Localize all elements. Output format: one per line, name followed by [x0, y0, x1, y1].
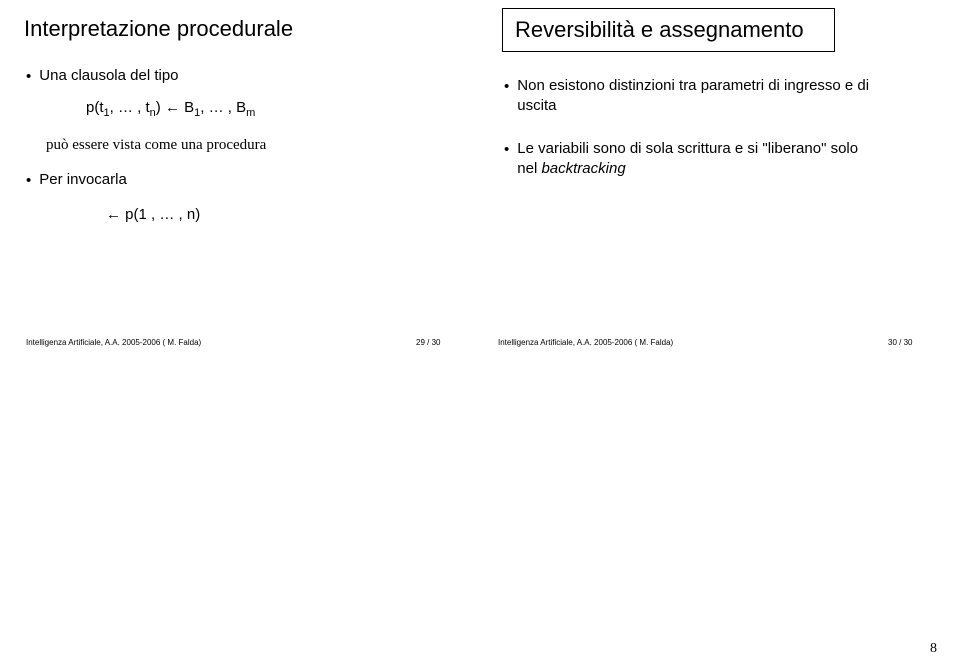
left-footer: Intelligenza Artificiale, A.A. 2005-2006… [26, 338, 201, 347]
bullet-dot-icon: • [504, 140, 509, 160]
slides-row: Interpretazione procedurale • Una clauso… [0, 0, 959, 223]
left-formula-2: ← p(1 , … , n) [26, 206, 472, 223]
left-subtext: può essere vista come una procedura [26, 137, 472, 154]
left-slide-page: 29 / 30 [416, 338, 440, 347]
formula-sub: m [246, 107, 255, 119]
right-slide-title: Reversibilità e assegnamento [502, 8, 835, 52]
left-bullet-2: • Per invocarla [26, 170, 472, 191]
left-arrow-icon: ← [165, 99, 180, 116]
right-slide-page: 30 / 30 [888, 338, 912, 347]
page-number: 8 [930, 641, 937, 657]
right-bullet-1-text: Non esistono distinzioni tra parametri d… [517, 76, 880, 117]
left-slide-title: Interpretazione procedurale [22, 8, 472, 66]
left-bullet-1-text: Una clausola del tipo [39, 66, 178, 86]
right-slide-body: • Non esistono distinzioni tra parametri… [500, 76, 880, 179]
right-bullet-1: • Non esistono distinzioni tra parametri… [504, 76, 880, 117]
right-bullet-2-text: Le variabili sono di sola scrittura e si… [517, 139, 880, 180]
bullet-dot-icon: • [504, 77, 509, 97]
formula-part: , … , B [200, 99, 246, 116]
left-bullet-2-text: Per invocarla [39, 170, 127, 190]
left-slide: Interpretazione procedurale • Una clauso… [22, 8, 472, 223]
left-formula-1: p(t1, … , tn) ← B1, … , Bm [26, 99, 472, 119]
formula-part: B [180, 99, 194, 116]
right-bullet-2: • Le variabili sono di sola scrittura e … [504, 139, 880, 180]
left-bullet-1: • Una clausola del tipo [26, 66, 472, 87]
right-footer: Intelligenza Artificiale, A.A. 2005-2006… [498, 338, 673, 347]
left-slide-body: • Una clausola del tipo p(t1, … , tn) ← … [22, 66, 472, 223]
page-container: Interpretazione procedurale • Una clauso… [0, 0, 959, 667]
bullet-dot-icon: • [26, 67, 31, 87]
bullet-dot-icon: • [26, 171, 31, 191]
formula-part: , … , t [110, 99, 150, 116]
formula-part: p(t [86, 99, 104, 116]
formula-part: ) [156, 99, 165, 116]
right-slide: Reversibilità e assegnamento • Non esist… [472, 8, 922, 223]
right-bullet-2b: backtracking [541, 160, 625, 177]
